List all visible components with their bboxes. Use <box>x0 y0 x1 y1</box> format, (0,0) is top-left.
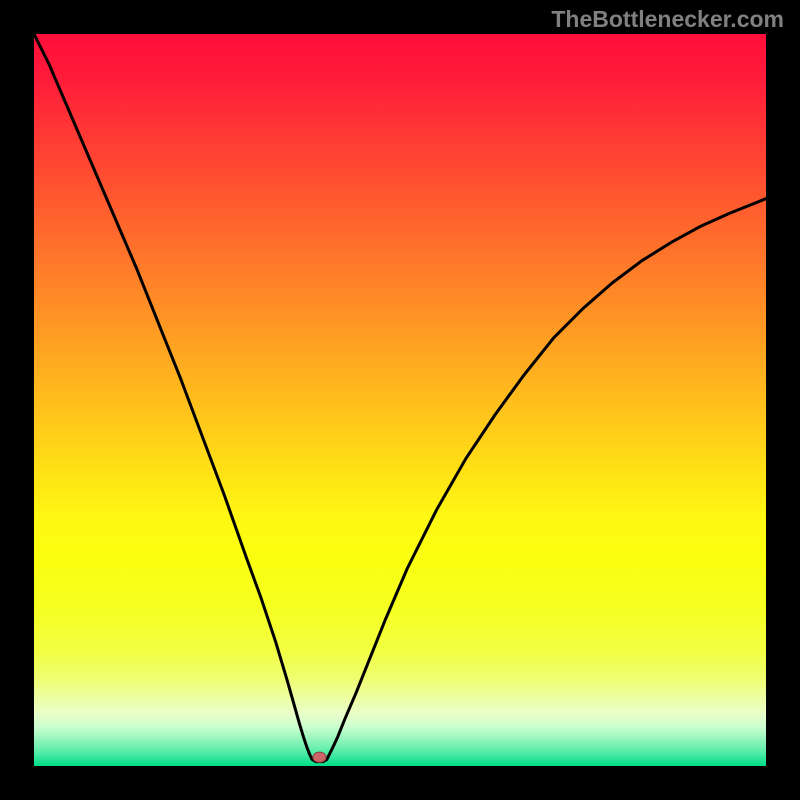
optimal-point-marker <box>313 752 326 762</box>
gradient-background <box>34 34 766 766</box>
plot-svg <box>34 34 766 766</box>
watermark-label: TheBottlenecker.com <box>551 6 784 33</box>
plot-area <box>34 34 766 766</box>
chart-container: TheBottlenecker.com <box>0 0 800 800</box>
